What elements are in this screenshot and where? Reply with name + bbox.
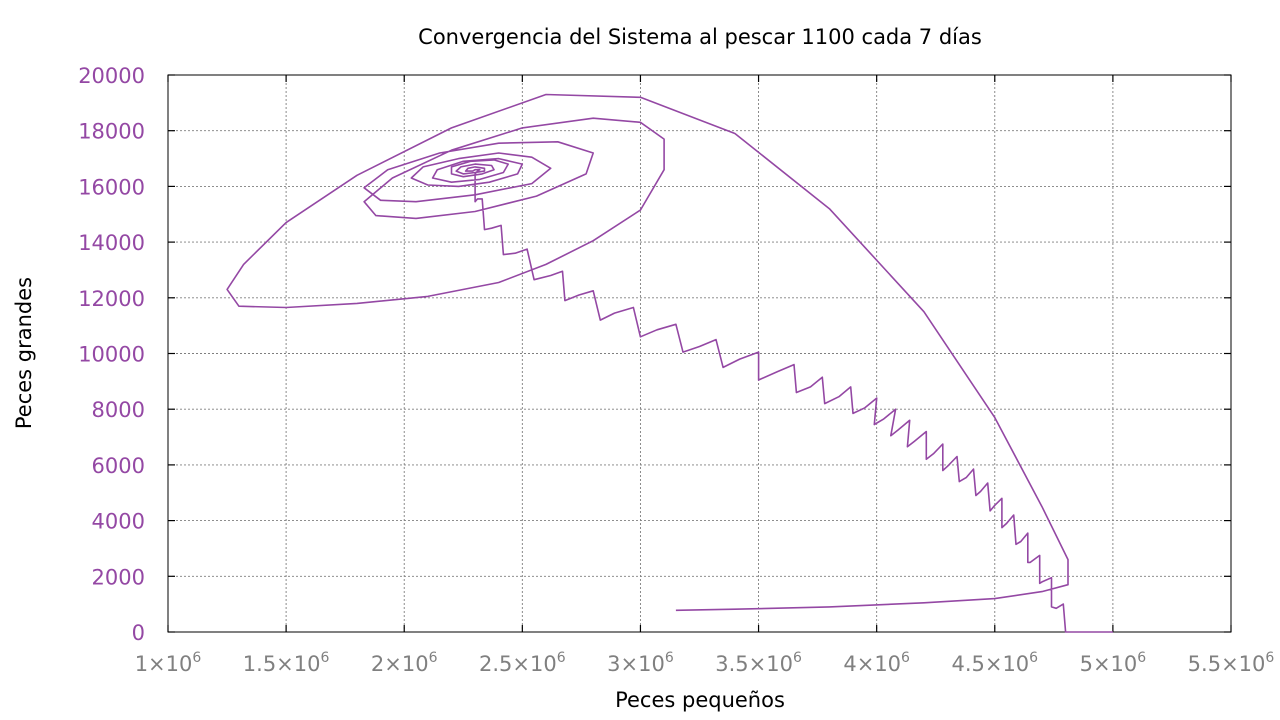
y-tick-label: 18000 (78, 120, 145, 144)
chart-title: Convergencia del Sistema al pescar 1100 … (418, 25, 982, 49)
series-trajectory-line (226, 93, 1113, 633)
y-tick-label: 0 (132, 621, 145, 645)
x-tick-label: 5.5×106 (1188, 650, 1275, 676)
grid (167, 74, 1232, 633)
y-tick-label: 8000 (92, 398, 145, 422)
y-tick-label: 6000 (92, 454, 145, 478)
axis-ticks: 0 2000 4000 6000 8000 10000 12000 14000 16000 180… (78, 64, 1274, 676)
y-tick-label: 2000 (92, 565, 145, 589)
x-tick-label: 4.5×106 (951, 650, 1038, 676)
series-layer (226, 93, 1113, 633)
y-tick-label: 10000 (78, 343, 145, 367)
y-axis-title: Peces grandes (12, 277, 36, 429)
x-tick-label: 1.5×106 (243, 650, 330, 676)
x-tick-label: 5×106 (1080, 650, 1147, 676)
x-tick-label: 3.5×106 (715, 650, 802, 676)
plot-frame (167, 74, 1232, 633)
y-tick-label: 16000 (78, 175, 145, 199)
y-tick-label: 12000 (78, 287, 145, 311)
x-tick-label: 1×106 (135, 650, 202, 676)
x-tick-label: 3×106 (607, 650, 674, 676)
x-tick-label: 4×106 (843, 650, 910, 676)
x-axis-title: Peces pequeños (615, 688, 785, 712)
y-tick-label: 4000 (92, 510, 145, 534)
x-tick-label: 2×106 (371, 650, 438, 676)
y-tick-label: 20000 (78, 64, 145, 88)
x-tick-label: 2.5×106 (479, 650, 566, 676)
y-tick-label: 14000 (78, 231, 145, 255)
